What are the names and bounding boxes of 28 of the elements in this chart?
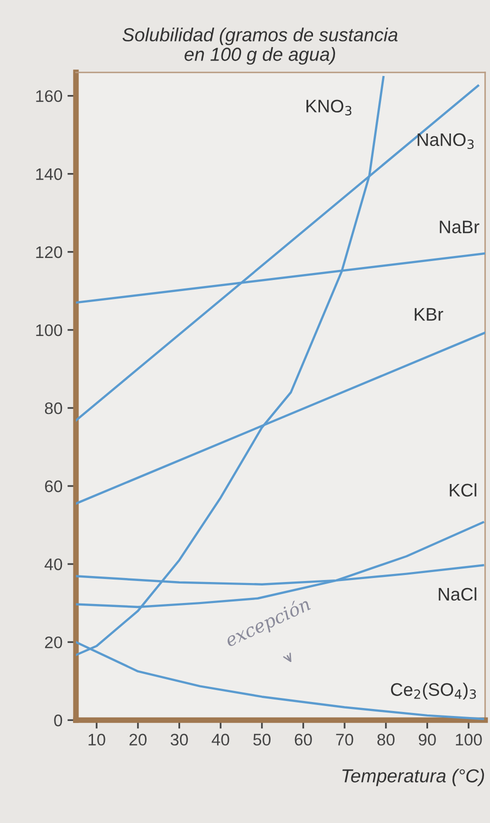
x-tick-label: 60 (294, 734, 312, 746)
y-tick-label: 100 (36, 324, 62, 336)
series-label: KCl (450, 483, 476, 497)
y-tick-label: 120 (36, 246, 62, 258)
y-tick-label: 140 (36, 168, 62, 180)
x-tick-label: 20 (130, 734, 147, 746)
x-tick-label: 100 (456, 734, 482, 746)
series-label: NaNO$_{3}$ (418, 133, 474, 150)
y-tick-label: 20 (45, 636, 62, 648)
y-tick-label: 40 (44, 558, 62, 570)
y-tick-label: 0 (54, 714, 62, 726)
x-axis-title: Temperatura (°C) (342, 768, 484, 786)
y-tick-label: 60 (45, 480, 62, 492)
y-axis-title: Solubilidad (gramos de sustancia en 100 g de agua) (122, 28, 398, 65)
y-tick-label: 160 (36, 90, 62, 102)
x-tick-label: 50 (253, 734, 271, 746)
series-label: NaCl (438, 587, 476, 601)
x-tick-label: 80 (377, 734, 395, 746)
x-tick-label: 10 (88, 734, 106, 746)
y-tick-label: 80 (44, 402, 62, 414)
x-tick-label: 70 (336, 734, 354, 746)
x-tick-label: 90 (418, 734, 436, 746)
x-tick-label: 30 (170, 734, 188, 746)
series-label: Ce$_{2}$(SO$_{4}$)$_{3}$ (391, 682, 476, 700)
series-label: KNO$_{3}$ (306, 100, 352, 116)
series-label: NaBr (440, 220, 480, 234)
series-label: KBr (414, 308, 444, 321)
x-tick-label: 40 (212, 734, 230, 746)
